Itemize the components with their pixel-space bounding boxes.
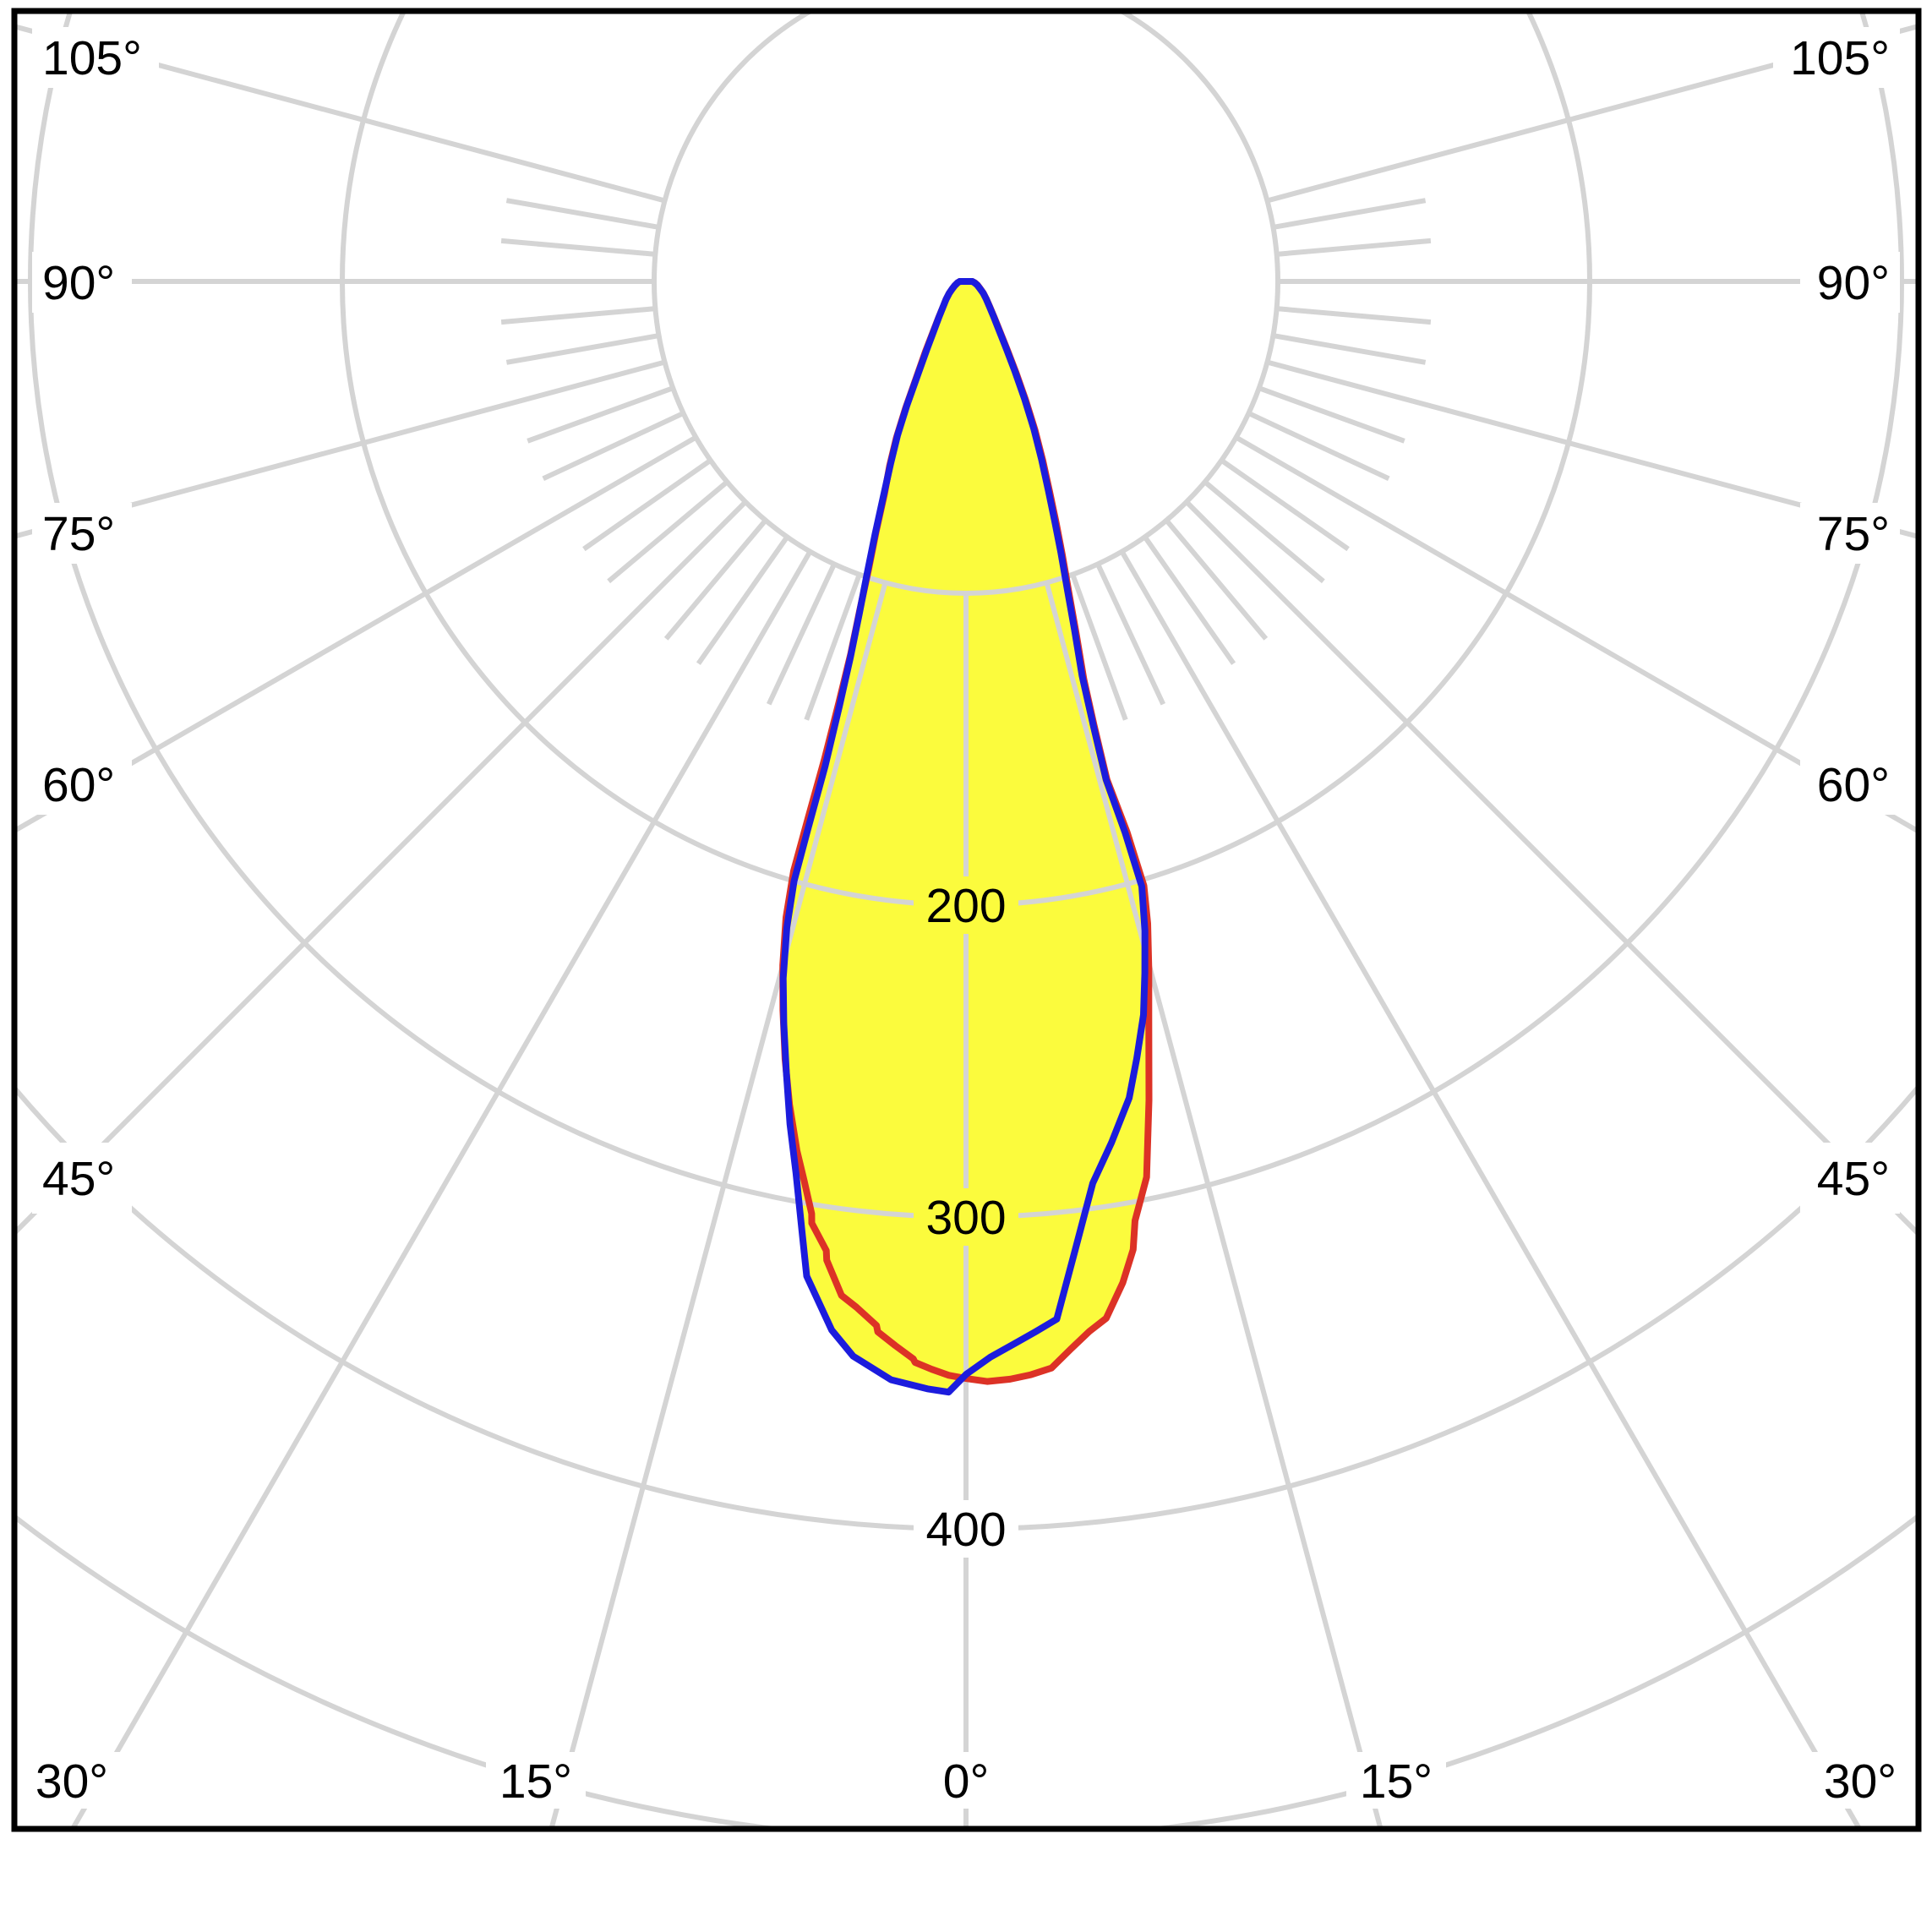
angle-label-left-75: 75° (42, 507, 115, 561)
angle-label-bottom-1: 15° (499, 1755, 572, 1809)
grid-radial-60 (1235, 434, 1918, 835)
angle-label-left-60-gap (32, 754, 132, 815)
angle-label-left-75-gap (32, 503, 132, 564)
angle-label-bottom-4: 30° (1824, 1755, 1897, 1809)
angle-label-bottom-4-gap (1810, 1752, 1910, 1809)
ring-label-400: 400 (925, 1503, 1006, 1557)
ring-label-300: 300 (925, 1191, 1006, 1245)
grid-tick-85 (1276, 306, 1432, 325)
grid-tick-80 (1272, 333, 1427, 365)
grid-tick--55 (582, 458, 712, 552)
grid-radial--75 (14, 359, 666, 539)
angle-label-left-90: 90° (42, 256, 115, 310)
angle-label-right-105-gap (1773, 27, 1900, 88)
grid-tick-100 (1272, 198, 1427, 230)
plot-border (11, 8, 1922, 1832)
angle-label-bottom-1-gap (486, 1752, 586, 1809)
grid-tick--40 (663, 518, 768, 641)
angle-label-right-75: 75° (1817, 507, 1890, 561)
grid-tick-95 (1276, 237, 1432, 257)
grid-tick--70 (527, 385, 674, 444)
angle-label-bottom-0-gap (22, 1752, 122, 1809)
angle-label-left-60: 60° (42, 758, 115, 812)
grid-radial--60 (14, 434, 697, 834)
angle-label-left-90-gap (32, 252, 132, 313)
angle-label-bottom-2-gap (931, 1752, 1001, 1809)
angle-label-bottom-3-gap (1346, 1752, 1446, 1809)
grid-tick-70 (1258, 385, 1405, 444)
grid-tick-20 (1070, 573, 1128, 721)
grid-radial-30 (1119, 550, 1863, 1829)
grid-tick--25 (766, 563, 837, 706)
grid-radial-15 (1044, 581, 1384, 1829)
grid-tick-40 (1164, 518, 1269, 641)
curve-blue (779, 278, 1149, 1396)
angle-label-right-105: 105° (1790, 31, 1890, 85)
grid-radial--30 (69, 550, 813, 1829)
angle-label-right-45-gap (1800, 1143, 1900, 1214)
grid-radial-105 (1266, 23, 1918, 204)
grid-tick-50 (1203, 479, 1325, 584)
grid-tick--35 (696, 535, 789, 665)
angle-label-left-105-gap (32, 27, 159, 88)
angle-label-bottom-0: 30° (35, 1755, 108, 1809)
grid-radial--15 (548, 581, 888, 1829)
grid-tick--50 (607, 479, 729, 584)
ring-label-300-gap (914, 1188, 1018, 1246)
grid-tick-65 (1247, 411, 1390, 482)
grid-tick-55 (1220, 458, 1350, 552)
angle-label-right-45: 45° (1817, 1152, 1890, 1206)
grid-tick--95 (500, 237, 656, 257)
grid-tick-25 (1095, 563, 1166, 706)
grid-tick--65 (542, 411, 685, 482)
grid-tick-35 (1143, 535, 1236, 665)
grid-tick--100 (505, 198, 660, 230)
angle-label-left-45-gap (32, 1143, 132, 1214)
angle-label-right-60-gap (1800, 754, 1900, 815)
angle-label-bottom-3: 15° (1360, 1755, 1433, 1809)
ring-label-400-gap (914, 1500, 1018, 1558)
grid-radial-75 (1266, 359, 1918, 540)
angle-label-right-75-gap (1800, 503, 1900, 564)
ring-label-200-gap (914, 876, 1018, 934)
angle-label-right-90: 90° (1817, 256, 1890, 310)
angle-label-bottom-2: 0° (943, 1755, 990, 1809)
grid-tick--80 (505, 333, 660, 365)
grid-tick--20 (804, 573, 862, 721)
grid-tick--85 (500, 306, 656, 325)
ring-label-200: 200 (925, 879, 1006, 933)
angle-label-right-90-gap (1800, 252, 1900, 313)
angle-label-left-45: 45° (42, 1152, 115, 1206)
grid-radial--105 (14, 24, 666, 204)
angle-label-right-60: 60° (1817, 758, 1890, 812)
angle-label-left-105: 105° (42, 31, 142, 85)
